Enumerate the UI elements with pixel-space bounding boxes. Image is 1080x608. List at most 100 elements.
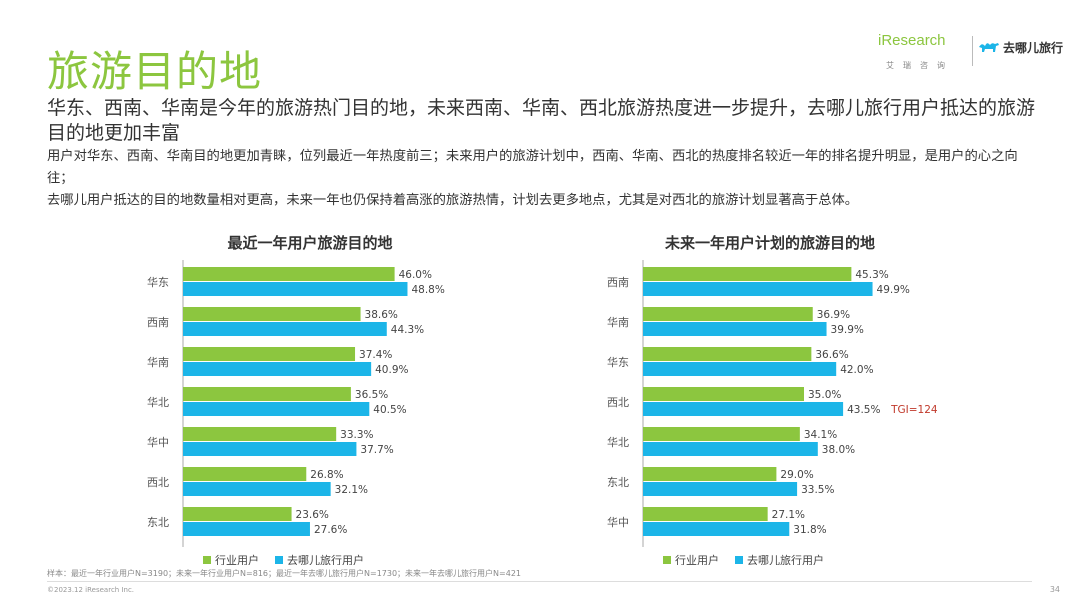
data-label: 40.5% xyxy=(373,404,406,416)
category-label: 华东 xyxy=(147,275,169,289)
bar-qunar xyxy=(183,402,370,416)
legend-swatch xyxy=(203,556,211,564)
body-paragraph: 去哪儿用户抵达的目的地数量相对更高，未来一年也仍保持着高涨的旅游热情，计划去更多… xyxy=(47,193,859,208)
data-label: 44.3% xyxy=(391,324,424,336)
bar-chart-future: 西南 45.3% 49.9% 华南 36.9% 39.9% 华东 36.6% 42.0% 西北 35… xyxy=(607,260,938,565)
legend-swatch xyxy=(663,556,671,564)
category-label: 华东 xyxy=(607,355,629,369)
qunar-logo-text: 去哪儿旅行 xyxy=(1003,41,1064,55)
footer-divider xyxy=(47,581,1032,582)
data-label: 36.9% xyxy=(817,309,850,321)
bar-qunar xyxy=(183,442,357,456)
chart-title: 最近一年用户旅游目的地 xyxy=(227,234,393,252)
page-number: 34 xyxy=(1049,585,1060,594)
data-label: 37.4% xyxy=(359,349,392,361)
category-label: 华中 xyxy=(607,515,629,529)
data-label: 39.9% xyxy=(831,324,864,336)
data-label: 34.1% xyxy=(804,429,837,441)
bar-qunar xyxy=(183,282,408,296)
category-label: 西南 xyxy=(607,276,629,289)
data-label: 48.8% xyxy=(411,284,444,296)
bar-qunar xyxy=(643,362,837,376)
data-label: 36.5% xyxy=(355,389,388,401)
bar-industry xyxy=(183,347,356,361)
legend-label: 行业用户 xyxy=(675,553,719,565)
logo-area: iResearch 艾瑞咨询 去哪儿旅行 xyxy=(878,32,1068,72)
bar-qunar xyxy=(643,282,873,296)
headline: 华东、西南、华南是今年的旅游热门目的地，未来西南、华南、西北旅游热度进一步提升，… xyxy=(47,97,1036,144)
bar-industry xyxy=(643,267,852,281)
data-label: 27.6% xyxy=(314,524,347,536)
bar-industry xyxy=(183,267,395,281)
camel-icon xyxy=(979,43,999,52)
bar-industry xyxy=(643,427,800,441)
chart-title: 未来一年用户计划的旅游目的地 xyxy=(664,234,875,252)
category-label: 东北 xyxy=(147,516,169,529)
data-label: 49.9% xyxy=(877,284,910,296)
data-label: 23.6% xyxy=(296,509,329,521)
chart-future-year: 未来一年用户计划的旅游目的地 西南 45.3% 49.9% 华南 36.9% 39.9% 华… xyxy=(560,230,980,565)
category-label: 西北 xyxy=(607,396,629,409)
iresearch-logo-subtitle: 艾瑞咨询 xyxy=(886,61,954,70)
legend-label: 行业用户 xyxy=(215,553,259,565)
bar-industry xyxy=(643,307,813,321)
tgi-annotation: TGI=124 xyxy=(890,404,938,416)
legend-label: 去哪儿旅行用户 xyxy=(287,553,364,565)
bar-qunar xyxy=(183,482,331,496)
bar-industry xyxy=(183,467,307,481)
category-label: 西北 xyxy=(147,476,169,489)
bar-qunar xyxy=(643,402,844,416)
legend-swatch xyxy=(735,556,743,564)
legend-label: 去哪儿旅行用户 xyxy=(747,553,824,565)
data-label: 38.6% xyxy=(365,309,398,321)
data-label: 43.5% xyxy=(847,404,880,416)
body-paragraph: 用户对华东、西南、华南目的地更加青睐，位列最近一年热度前三；未来用户的旅游计划中… xyxy=(47,149,1018,186)
bar-industry xyxy=(183,307,361,321)
data-label: 33.5% xyxy=(801,484,834,496)
data-label: 37.7% xyxy=(360,444,393,456)
page-title: 旅游目的地 xyxy=(47,47,263,96)
data-label: 31.8% xyxy=(793,524,826,536)
bar-qunar xyxy=(183,362,372,376)
bar-industry xyxy=(643,387,804,401)
legend-swatch xyxy=(275,556,283,564)
bar-industry xyxy=(643,467,777,481)
bar-qunar xyxy=(643,442,818,456)
bar-industry xyxy=(643,507,768,521)
bar-industry xyxy=(183,387,351,401)
data-label: 35.0% xyxy=(808,389,841,401)
data-label: 42.0% xyxy=(840,364,873,376)
data-label: 38.0% xyxy=(822,444,855,456)
data-label: 40.9% xyxy=(375,364,408,376)
data-label: 33.3% xyxy=(340,429,373,441)
bar-qunar xyxy=(183,522,310,536)
data-label: 45.3% xyxy=(855,269,888,281)
bar-industry xyxy=(183,427,337,441)
iresearch-logo: iResearch xyxy=(878,32,946,49)
data-label: 27.1% xyxy=(772,509,805,521)
bar-chart-recent: 华东 46.0% 48.8% 西南 38.6% 44.3% 华南 37.4% 40.9% 华北 36… xyxy=(147,260,445,565)
bar-industry xyxy=(183,507,292,521)
category-label: 华北 xyxy=(147,395,169,409)
category-label: 华南 xyxy=(147,355,169,369)
category-label: 华北 xyxy=(607,435,629,449)
bar-qunar xyxy=(643,482,798,496)
category-label: 华南 xyxy=(607,315,629,329)
category-label: 西南 xyxy=(147,316,169,329)
copyright: ©2023.12 iResearch Inc. xyxy=(47,586,135,594)
body-text: 用户对华东、西南、华南目的地更加青睐，位列最近一年热度前三；未来用户的旅游计划中… xyxy=(47,146,1037,212)
bar-qunar xyxy=(643,322,827,336)
data-label: 32.1% xyxy=(335,484,368,496)
bar-qunar xyxy=(643,522,790,536)
data-label: 29.0% xyxy=(780,469,813,481)
bar-qunar xyxy=(183,322,387,336)
bar-industry xyxy=(643,347,812,361)
data-label: 46.0% xyxy=(399,269,432,281)
data-label: 36.6% xyxy=(815,349,848,361)
sample-footnote: 样本：最近一年行业用户N=3190；未来一年行业用户N=816；最近一年去哪儿旅… xyxy=(47,569,522,578)
chart-recent-year: 最近一年用户旅游目的地 华东 46.0% 48.8% 西南 38.6% 44.3% 华南 37… xyxy=(100,230,520,565)
category-label: 华中 xyxy=(147,435,169,449)
data-label: 26.8% xyxy=(310,469,343,481)
category-label: 东北 xyxy=(607,476,629,489)
logo-divider xyxy=(972,36,973,66)
